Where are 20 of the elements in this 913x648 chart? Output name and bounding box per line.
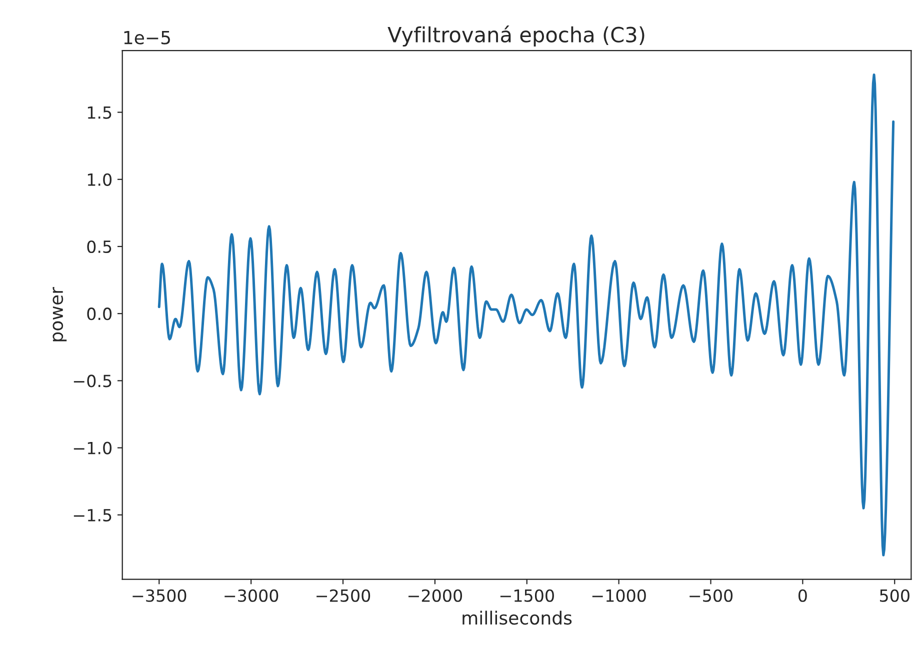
- x-tick-label: −2500: [316, 589, 370, 602]
- x-tick-label: −500: [690, 589, 733, 602]
- chart-title: Vyfiltrovaná epocha (C3): [388, 26, 644, 47]
- x-tick-label: 500: [880, 589, 910, 602]
- y-axis-title: power: [52, 287, 67, 342]
- x-tick-label: −3000: [224, 589, 278, 602]
- x-axis-title: milliseconds: [462, 610, 572, 625]
- x-tick-label: −1500: [500, 589, 554, 602]
- x-tick-label: −2000: [408, 589, 462, 602]
- y-tick-label: 1.5: [88, 106, 112, 119]
- y-tick-label: 0.0: [87, 308, 112, 320]
- y-tick-label: −1.0: [74, 442, 112, 454]
- text: 1e−5: [124, 30, 170, 44]
- y-tick-label: −1.5: [74, 509, 112, 522]
- y-tick-label: 0.5: [87, 240, 112, 254]
- x-tick-label: 0: [798, 589, 807, 602]
- x-tick-label: −3500: [132, 589, 186, 602]
- y-tick-label: −0.5: [74, 374, 112, 388]
- x-tick-label: −1000: [592, 589, 646, 602]
- y-tick-label: 1.0: [88, 173, 112, 186]
